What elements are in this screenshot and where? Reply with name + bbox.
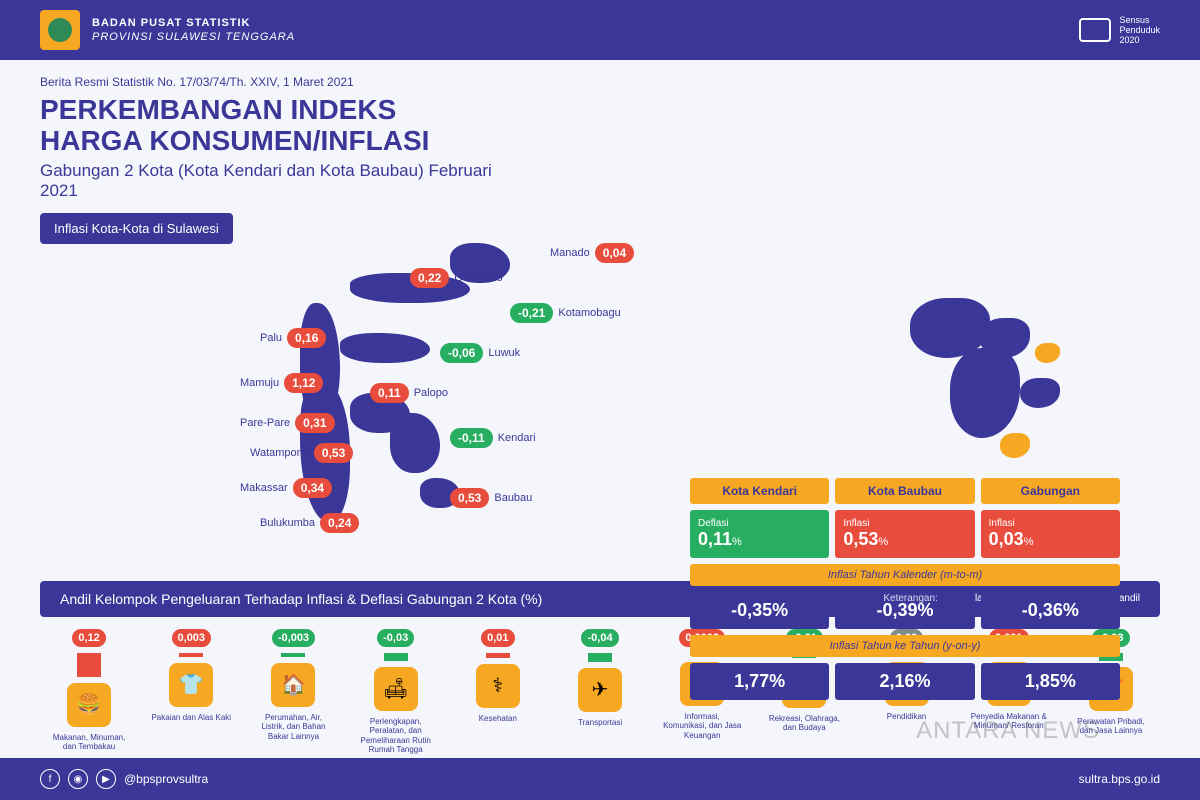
main-content: Berita Resmi Statistik No. 17/03/74/Th. … bbox=[0, 60, 1200, 767]
stats-col-head: Kota Kendari bbox=[690, 478, 829, 504]
city-gorontalo: 0,22Gorontalo bbox=[410, 268, 503, 288]
social-handle: @bpsprovsultra bbox=[124, 772, 208, 786]
title-line2: HARGA KONSUMEN/INFLASI bbox=[40, 126, 500, 157]
city-bulukumba: Bulukumba0,24 bbox=[260, 513, 359, 533]
row2-label: Inflasi Tahun Kalender (m-to-m) bbox=[690, 564, 1120, 586]
footer-url: sultra.bps.go.id bbox=[1079, 772, 1160, 786]
category-item: 0,003👕Pakaian dan Alas Kaki bbox=[142, 629, 240, 755]
title-block: PERKEMBANGAN INDEKS HARGA KONSUMEN/INFLA… bbox=[40, 95, 500, 201]
sulawesi-map: Manado0,040,22Gorontalo-0,21KotamobaguPa… bbox=[170, 233, 550, 563]
org-name: BADAN PUSAT STATISTIK PROVINSI SULAWESI … bbox=[92, 16, 295, 45]
category-item: -0,03🛋Perlengkapan, Peralatan, dan Pemel… bbox=[347, 629, 445, 755]
category-item: -0,003🏠Perumahan, Air, Listrik, dan Baha… bbox=[244, 629, 342, 755]
category-item: 0,01⚕Kesehatan bbox=[449, 629, 547, 755]
row3-label: Inflasi Tahun ke Tahun (y-on-y) bbox=[690, 635, 1120, 657]
city-baubau: 0,53Baubau bbox=[450, 488, 532, 508]
category-icon: ✈ bbox=[578, 668, 622, 712]
city-kotamobagu: -0,21Kotamobagu bbox=[510, 303, 621, 323]
city-watampone: Watampone0,53 bbox=[250, 443, 353, 463]
stat-box: 2,16% bbox=[835, 663, 974, 700]
social-links: f ◉ ▶ @bpsprovsultra bbox=[40, 769, 208, 789]
category-icon: 🛋 bbox=[374, 667, 418, 711]
city-pare-pare: Pare-Pare0,31 bbox=[240, 413, 335, 433]
category-icon: 👕 bbox=[169, 663, 213, 707]
sensus-logo: Sensus Penduduk 2020 bbox=[1079, 15, 1160, 45]
title-sub: Gabungan 2 Kota (Kota Kendari dan Kota B… bbox=[40, 161, 500, 201]
stats-col-head: Gabungan bbox=[981, 478, 1120, 504]
city-kendari: -0,11Kendari bbox=[450, 428, 536, 448]
youtube-icon[interactable]: ▶ bbox=[96, 769, 116, 789]
stat-box: 1,85% bbox=[981, 663, 1120, 700]
logo-group: BADAN PUSAT STATISTIK PROVINSI SULAWESI … bbox=[40, 10, 295, 50]
category-icon: 🍔 bbox=[67, 683, 111, 727]
stat-box: Deflasi0,11% bbox=[690, 510, 829, 558]
category-item: 0,12🍔Makanan, Minuman, dan Tembakau bbox=[40, 629, 138, 755]
header: BADAN PUSAT STATISTIK PROVINSI SULAWESI … bbox=[0, 0, 1200, 60]
city-makassar: Makassar0,34 bbox=[240, 478, 332, 498]
stat-box: Inflasi0,53% bbox=[835, 510, 974, 558]
category-icon: ⚕ bbox=[476, 664, 520, 708]
city-mamuju: Mamuju1,12 bbox=[240, 373, 323, 393]
andil-title: Andil Kelompok Pengeluaran Terhadap Infl… bbox=[60, 591, 542, 607]
category-icon: 🏠 bbox=[271, 663, 315, 707]
stat-box: Inflasi0,03% bbox=[981, 510, 1120, 558]
facebook-icon[interactable]: f bbox=[40, 769, 60, 789]
stat-box: -0,35% bbox=[690, 592, 829, 629]
category-item: -0,04✈Transportasi bbox=[551, 629, 649, 755]
stats-table: Kota KendariKota Baubau Gabungan Deflasi0… bbox=[690, 478, 1120, 706]
map-section: Inflasi Kota-Kota di Sulawesi Manado0,04… bbox=[40, 213, 1160, 573]
stats-col-head: Kota Baubau bbox=[835, 478, 974, 504]
city-palu: Palu0,16 bbox=[260, 328, 326, 348]
title-line1: PERKEMBANGAN INDEKS bbox=[40, 95, 500, 126]
city-palopo: 0,11Palopo bbox=[370, 383, 448, 403]
city-manado: Manado0,04 bbox=[550, 243, 634, 263]
stat-box: -0,36% bbox=[981, 592, 1120, 629]
footer: f ◉ ▶ @bpsprovsultra sultra.bps.go.id bbox=[0, 758, 1200, 800]
city-luwuk: -0,06Luwuk bbox=[440, 343, 520, 363]
bps-logo-icon bbox=[40, 10, 80, 50]
issue-line: Berita Resmi Statistik No. 17/03/74/Th. … bbox=[40, 75, 1160, 89]
detail-map bbox=[890, 288, 1120, 468]
instagram-icon[interactable]: ◉ bbox=[68, 769, 88, 789]
sensus-icon bbox=[1079, 18, 1111, 42]
watermark: ANTARA NEWS bbox=[916, 717, 1100, 745]
stat-box: 1,77% bbox=[690, 663, 829, 700]
